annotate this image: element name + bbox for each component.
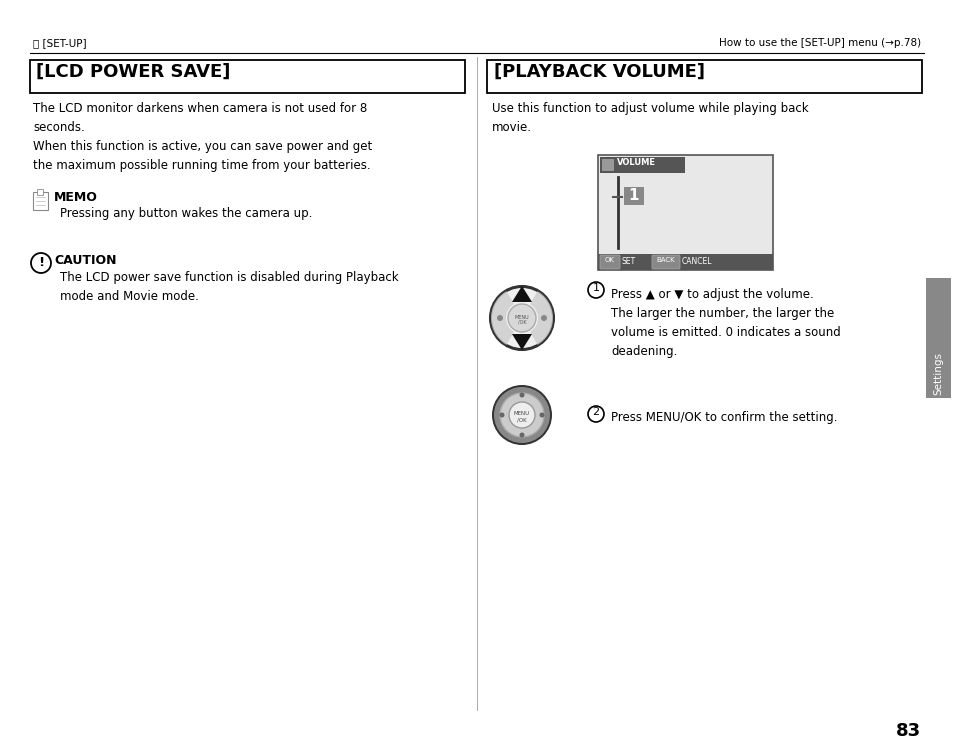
FancyBboxPatch shape — [599, 157, 684, 173]
Circle shape — [30, 253, 51, 273]
Polygon shape — [530, 291, 553, 345]
Text: Use this function to adjust volume while playing back
movie.: Use this function to adjust volume while… — [492, 102, 808, 134]
FancyBboxPatch shape — [33, 192, 48, 210]
Text: 1: 1 — [592, 283, 598, 293]
Circle shape — [509, 402, 535, 428]
FancyBboxPatch shape — [925, 278, 950, 398]
Polygon shape — [512, 286, 532, 302]
Text: /OK: /OK — [517, 417, 526, 422]
FancyBboxPatch shape — [598, 155, 772, 270]
FancyBboxPatch shape — [30, 60, 464, 93]
Circle shape — [519, 393, 524, 397]
Circle shape — [497, 315, 502, 321]
Text: Pressing any button wakes the camera up.: Pressing any button wakes the camera up. — [60, 207, 312, 220]
Text: MENU: MENU — [515, 315, 529, 320]
Circle shape — [499, 412, 504, 418]
Text: Settings: Settings — [932, 352, 942, 395]
Text: BACK: BACK — [656, 257, 675, 263]
Text: The LCD monitor darkens when camera is not used for 8
seconds.
When this functio: The LCD monitor darkens when camera is n… — [33, 102, 372, 172]
FancyBboxPatch shape — [486, 60, 921, 93]
Text: /OK: /OK — [517, 320, 526, 325]
FancyBboxPatch shape — [598, 254, 772, 270]
Circle shape — [490, 286, 554, 350]
Circle shape — [492, 288, 552, 348]
Text: CAUTION: CAUTION — [54, 254, 116, 267]
Text: 83: 83 — [895, 722, 920, 740]
Text: ⓞ [SET-UP]: ⓞ [SET-UP] — [33, 38, 87, 48]
Text: [PLAYBACK VOLUME]: [PLAYBACK VOLUME] — [494, 63, 704, 81]
Text: MEMO: MEMO — [54, 191, 98, 204]
FancyBboxPatch shape — [599, 255, 619, 269]
FancyBboxPatch shape — [601, 159, 614, 171]
FancyBboxPatch shape — [623, 187, 643, 205]
Text: Press ▲ or ▼ to adjust the volume.
The larger the number, the larger the
volume : Press ▲ or ▼ to adjust the volume. The l… — [610, 288, 840, 358]
Circle shape — [494, 387, 550, 443]
Text: CANCEL: CANCEL — [681, 257, 712, 266]
Text: How to use the [SET-UP] menu (→p.78): How to use the [SET-UP] menu (→p.78) — [719, 38, 920, 48]
Text: [LCD POWER SAVE]: [LCD POWER SAVE] — [36, 63, 230, 81]
Circle shape — [507, 304, 536, 332]
Text: Press MENU/OK to confirm the setting.: Press MENU/OK to confirm the setting. — [610, 411, 837, 424]
Polygon shape — [491, 291, 514, 345]
Text: 2: 2 — [592, 407, 598, 417]
Circle shape — [539, 412, 544, 418]
Circle shape — [587, 282, 603, 298]
Circle shape — [587, 406, 603, 422]
FancyBboxPatch shape — [651, 255, 679, 269]
Text: 1: 1 — [628, 188, 639, 203]
Circle shape — [540, 315, 546, 321]
Polygon shape — [512, 334, 532, 350]
FancyBboxPatch shape — [37, 190, 44, 196]
Text: VOLUME: VOLUME — [617, 158, 656, 167]
Text: OK: OK — [604, 257, 615, 263]
Text: !: ! — [38, 256, 44, 269]
Circle shape — [492, 385, 552, 445]
Text: SET: SET — [621, 257, 636, 266]
Text: The LCD power save function is disabled during Playback
mode and Movie mode.: The LCD power save function is disabled … — [60, 271, 398, 303]
Text: MENU: MENU — [514, 411, 530, 416]
Circle shape — [499, 393, 543, 437]
Circle shape — [519, 433, 524, 437]
